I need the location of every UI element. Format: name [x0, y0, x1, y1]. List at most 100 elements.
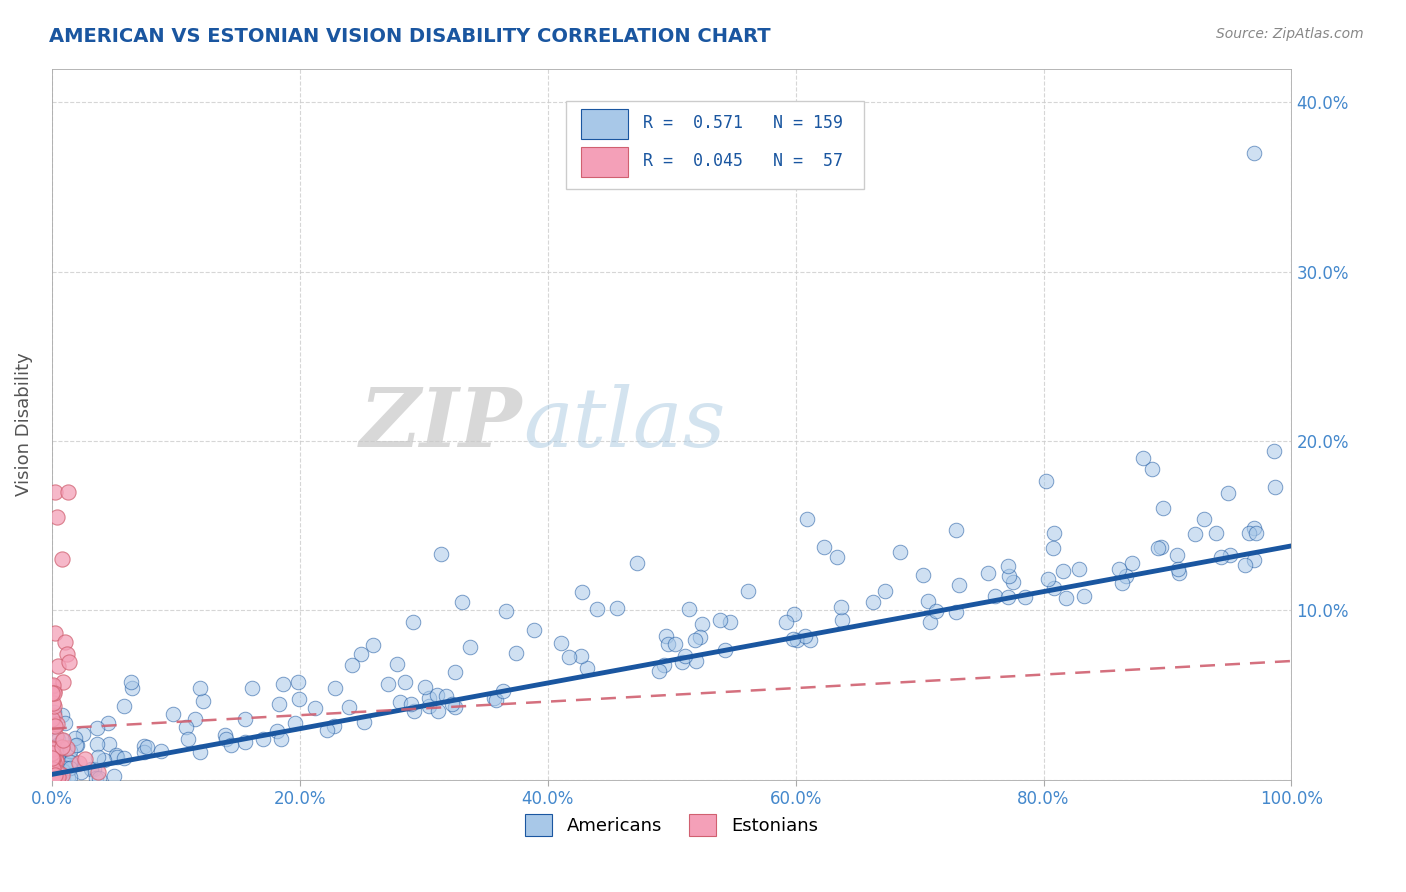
Point — [430, 547, 453, 561]
Point — [45, 764, 67, 779]
Point — [136, 740, 159, 755]
Point — [188, 745, 211, 759]
Point — [41, 680, 63, 694]
Point — [56, 647, 79, 661]
Point — [671, 656, 693, 670]
Point — [42, 678, 65, 692]
Point — [353, 715, 375, 730]
Point — [984, 589, 1007, 603]
Point — [269, 697, 291, 711]
Point — [41, 766, 63, 780]
Text: AMERICAN VS ESTONIAN VISION DISABILITY CORRELATION CHART: AMERICAN VS ESTONIAN VISION DISABILITY C… — [49, 27, 770, 45]
Point — [233, 712, 256, 726]
Point — [59, 761, 82, 775]
Point — [813, 540, 835, 554]
Point — [49, 744, 72, 758]
Point — [558, 650, 581, 665]
Point — [1042, 541, 1064, 555]
Point — [491, 684, 513, 698]
Point — [1111, 576, 1133, 591]
Text: R =  0.571   N = 159: R = 0.571 N = 159 — [643, 114, 844, 132]
Point — [361, 638, 384, 652]
Point — [103, 769, 125, 783]
Point — [482, 690, 505, 705]
Point — [1237, 526, 1260, 541]
Bar — [581, 109, 628, 139]
Point — [177, 732, 200, 747]
Point — [44, 758, 66, 772]
Point — [1035, 474, 1057, 488]
Point — [1205, 525, 1227, 540]
Point — [287, 675, 309, 690]
Point — [689, 630, 711, 644]
Point — [59, 755, 82, 769]
Point — [120, 675, 142, 690]
Text: R =  0.045   N =  57: R = 0.045 N = 57 — [643, 152, 844, 170]
Point — [796, 512, 818, 526]
Point — [45, 738, 67, 752]
Point — [873, 584, 896, 599]
Point — [174, 720, 197, 734]
Text: ZIP: ZIP — [360, 384, 523, 464]
Point — [550, 636, 572, 650]
Point — [51, 733, 73, 747]
Point — [451, 595, 474, 609]
Point — [340, 658, 363, 673]
Point — [44, 484, 66, 499]
Point — [673, 648, 696, 663]
Point — [221, 738, 243, 752]
Point — [41, 751, 63, 765]
Point — [45, 753, 67, 767]
Point — [41, 770, 63, 784]
Point — [444, 700, 467, 714]
Point — [215, 732, 238, 747]
Point — [84, 772, 107, 786]
Point — [325, 681, 347, 695]
Point — [70, 765, 93, 780]
Point — [41, 746, 63, 760]
Point — [87, 765, 110, 780]
Point — [49, 760, 72, 774]
Point — [782, 632, 804, 647]
Point — [737, 584, 759, 599]
Point — [51, 708, 73, 723]
Text: atlas: atlas — [523, 384, 725, 464]
Point — [41, 761, 63, 775]
Point — [606, 601, 628, 615]
Point — [977, 566, 1000, 580]
Point — [41, 754, 63, 768]
Point — [1069, 562, 1091, 576]
Point — [1243, 553, 1265, 567]
Point — [86, 738, 108, 752]
Point — [112, 698, 135, 713]
Point — [41, 765, 63, 780]
Point — [66, 738, 89, 752]
Point — [44, 740, 66, 755]
Point — [917, 594, 939, 608]
Point — [1121, 557, 1143, 571]
Point — [52, 764, 75, 778]
Point — [426, 689, 449, 703]
Point — [42, 764, 65, 779]
Point — [72, 726, 94, 740]
Point — [80, 762, 103, 776]
Point — [44, 756, 66, 771]
Point — [1036, 572, 1059, 586]
Point — [112, 751, 135, 765]
Point — [389, 695, 412, 709]
Point — [1073, 589, 1095, 603]
Point — [350, 647, 373, 661]
Point — [1216, 485, 1239, 500]
Point — [44, 626, 66, 640]
Point — [418, 699, 440, 714]
Point — [41, 720, 63, 734]
Point — [97, 716, 120, 731]
Point — [323, 719, 346, 733]
Point — [1243, 521, 1265, 535]
Point — [1152, 500, 1174, 515]
Point — [1243, 146, 1265, 161]
Point — [825, 550, 848, 565]
Point — [45, 766, 67, 780]
Point — [1219, 548, 1241, 562]
Point — [44, 699, 66, 714]
